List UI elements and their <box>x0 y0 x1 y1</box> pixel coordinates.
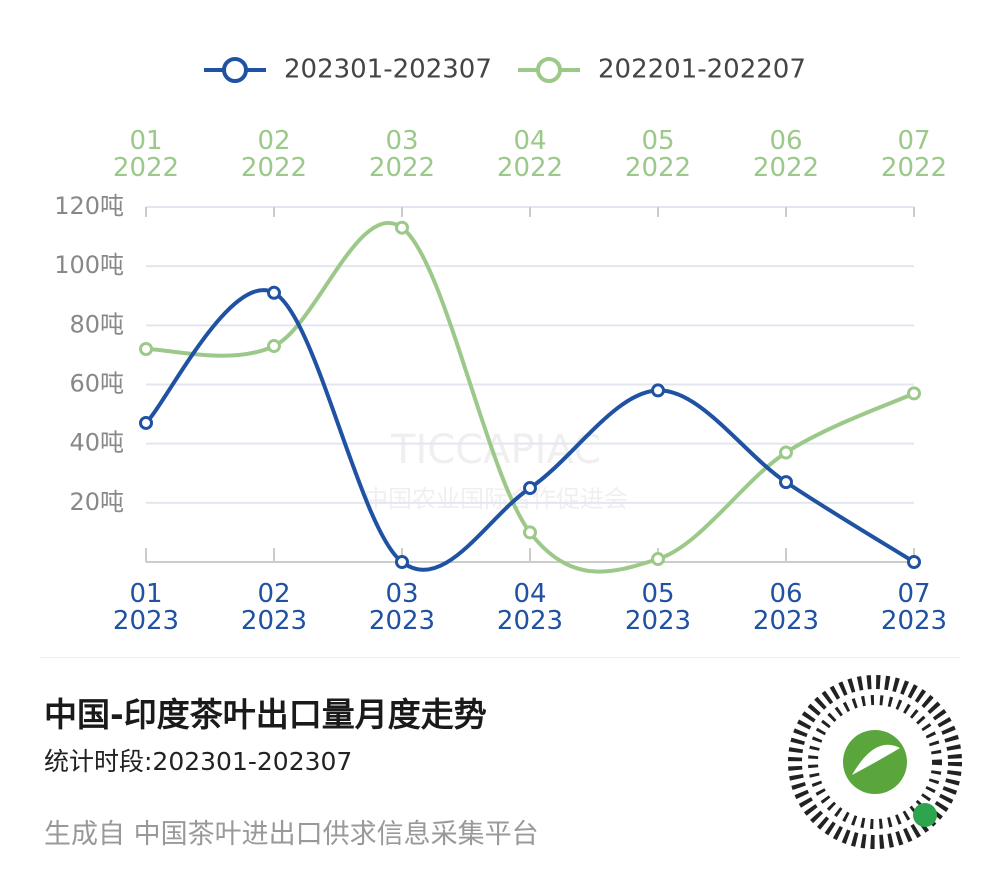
y-tick-label: 40吨 <box>69 429 124 457</box>
y-tick-label: 120吨 <box>54 192 124 220</box>
point <box>779 445 793 460</box>
x-tick-label: 06 2023 <box>752 579 820 636</box>
point <box>139 415 153 430</box>
y-tick-label: 100吨 <box>54 251 124 279</box>
point <box>523 481 537 496</box>
point <box>651 383 665 398</box>
x-tick-label: 03 2023 <box>368 579 436 636</box>
x-tick-label: 02 2023 <box>240 579 308 636</box>
point <box>651 552 665 567</box>
x2-tick-label: 05 2022 <box>624 126 692 183</box>
x2-tick-label: 04 2022 <box>496 126 564 183</box>
point <box>779 475 793 490</box>
point <box>267 285 281 300</box>
x2-tick-label: 06 2022 <box>752 126 820 183</box>
y-tick-label: 80吨 <box>69 310 124 338</box>
card-source: 生成自 中国茶叶进出口供求信息采集平台 <box>44 819 539 850</box>
divider <box>40 657 960 658</box>
x-tick-label: 07 2023 <box>880 579 948 636</box>
x2-tick-label: 01 2022 <box>112 126 180 183</box>
y-tick-label: 20吨 <box>69 488 124 516</box>
point <box>395 555 409 569</box>
watermark: TICCAPIAC <box>390 427 601 473</box>
x2-tick-label: 07 2022 <box>880 126 948 183</box>
card-subtitle: 统计时段:202301-202307 <box>44 747 353 776</box>
point <box>139 342 153 356</box>
card-title: 中国-印度茶叶出口量月度走势 <box>44 695 487 734</box>
point <box>907 555 921 569</box>
y-tick-label: 60吨 <box>69 370 124 398</box>
x-tick-label: 05 2023 <box>624 579 692 636</box>
watermark: 中国农业国际合作促进会 <box>364 485 628 513</box>
x-tick-label: 01 2023 <box>112 579 180 636</box>
legend-label: 202301-202307 <box>284 55 492 85</box>
x-tick-label: 04 2023 <box>496 579 564 636</box>
legend-marker <box>536 57 562 83</box>
point <box>395 220 409 235</box>
point <box>523 525 537 540</box>
legend-label: 202201-202207 <box>598 55 806 85</box>
point <box>907 386 921 401</box>
legend-marker <box>222 57 248 83</box>
point <box>267 339 281 354</box>
series-line <box>145 221 915 574</box>
x2-tick-label: 03 2022 <box>368 126 436 183</box>
x2-tick-label: 02 2022 <box>240 126 308 183</box>
